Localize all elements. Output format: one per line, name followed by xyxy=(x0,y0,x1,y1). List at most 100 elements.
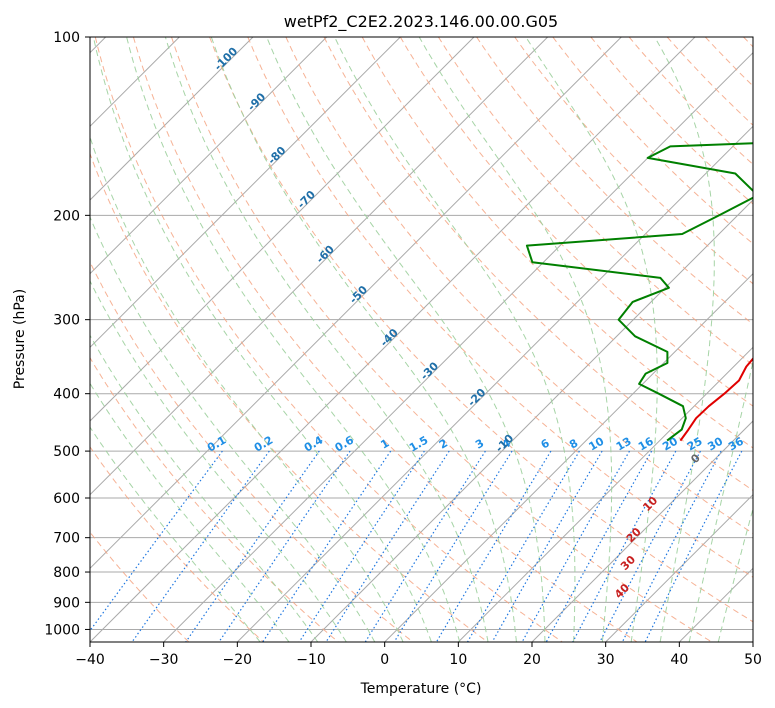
isotherm-line xyxy=(605,493,753,642)
moist-adiabat-line xyxy=(210,37,517,642)
dry-adiabat-line xyxy=(94,37,563,642)
mixing-ratio-line xyxy=(599,450,702,642)
isotherm-line xyxy=(90,37,328,275)
x-tick-label: 10 xyxy=(449,652,467,668)
moist-adiabat-line xyxy=(717,506,753,642)
moist-adiabat-line xyxy=(126,37,461,642)
dry-adiabat-line xyxy=(90,260,414,642)
mixing-ratio-line xyxy=(262,450,392,642)
isotherm-line xyxy=(90,37,549,496)
moist-adiabat-line xyxy=(654,37,715,642)
mixing-ratio-line xyxy=(621,450,722,642)
y-tick-label: 300 xyxy=(53,313,80,329)
dry-adiabat-line xyxy=(209,37,753,623)
dry-adiabat-line xyxy=(90,446,264,642)
y-tick-label: 100 xyxy=(53,30,80,46)
dry-adiabat-label: -80 xyxy=(265,144,288,167)
mixing-ratio-line xyxy=(393,450,513,642)
chart-title: wetPf2_C2E2.2023.146.00.00.G05 xyxy=(284,12,558,32)
dewpoint-profile xyxy=(525,142,753,442)
moist-adiabat-line xyxy=(90,426,261,642)
dry-adiabat-line xyxy=(90,531,190,642)
axis-ticks: −40 −30 −20 −10 0 10 20 30 40 5010020030040050060… xyxy=(44,30,762,668)
x-tick-label: −40 xyxy=(75,652,105,668)
moist-adiabat-label: 40 xyxy=(612,581,632,601)
dry-adiabat-line xyxy=(476,37,753,325)
moist-adiabat-line xyxy=(90,382,290,642)
x-tick-label: −10 xyxy=(296,652,326,668)
dry-adiabat-line xyxy=(90,356,339,642)
dry-adiabat-line xyxy=(514,37,753,285)
mixing-ratio-line xyxy=(644,450,743,642)
moist-adiabat-label: 20 xyxy=(624,525,644,545)
isotherm-line xyxy=(384,272,753,642)
dry-adiabat-label: -60 xyxy=(314,242,337,265)
dry-adiabat-label: -90 xyxy=(245,90,268,113)
moist-adiabat-line xyxy=(266,37,546,642)
moist-adiabat-line xyxy=(90,334,319,642)
temperature-profile xyxy=(679,357,753,442)
mixing-ratio-label: 8 xyxy=(567,437,580,452)
moist-adiabat-label: 30 xyxy=(618,553,638,573)
y-tick-label: 900 xyxy=(53,595,80,611)
mixing-ratio-label: 3 xyxy=(473,437,486,452)
x-axis-label: Temperature (°C) xyxy=(360,681,482,697)
y-tick-label: 700 xyxy=(53,531,80,547)
dry-adiabat-label: -20 xyxy=(465,386,488,409)
dry-adiabat-line xyxy=(171,37,712,642)
x-tick-label: 20 xyxy=(523,652,541,668)
dry-adiabat-line xyxy=(743,37,753,48)
y-tick-label: 1000 xyxy=(44,622,80,638)
x-tick-label: 50 xyxy=(744,652,762,668)
x-tick-label: −30 xyxy=(149,652,179,668)
mixing-ratio-line xyxy=(435,450,552,642)
profile-lines xyxy=(525,142,753,442)
y-tick-label: 200 xyxy=(53,208,80,224)
plot-frame xyxy=(89,36,754,643)
mixing-ratio-line xyxy=(325,450,450,642)
isotherm-line xyxy=(90,37,401,349)
dry-adiabat-line xyxy=(666,37,753,126)
isotherm-line xyxy=(90,37,254,201)
x-tick-label: 0 xyxy=(380,652,389,668)
mixing-ratio-line xyxy=(131,450,270,642)
isotherm-line xyxy=(531,420,753,642)
isotherm-line xyxy=(752,641,753,642)
y-tick-label: 500 xyxy=(53,444,80,460)
mixing-ratio-line xyxy=(572,450,677,642)
dry-adiabat-line xyxy=(285,37,753,535)
x-tick-label: 30 xyxy=(597,652,615,668)
x-tick-label: −20 xyxy=(223,652,253,668)
mixing-ratio-line xyxy=(298,450,425,642)
dry-adiabat-line xyxy=(437,37,753,366)
moist-adiabat-line xyxy=(334,37,576,642)
dry-adiabat-line xyxy=(132,37,638,642)
isotherm-line xyxy=(90,37,622,570)
isotherm-line xyxy=(90,37,696,642)
mixing-ratio-label: 6 xyxy=(539,436,552,451)
dry-adiabat-line xyxy=(704,37,753,87)
y-tick-label: 800 xyxy=(53,565,80,581)
dry-adiabat-line xyxy=(323,37,753,491)
moist-adiabat-line xyxy=(688,358,753,642)
dry-adiabat-line xyxy=(590,37,753,205)
moist-adiabat-line xyxy=(90,135,404,642)
mixing-ratio-line xyxy=(545,450,653,642)
dry-adiabat-line xyxy=(90,152,488,642)
isotherm-line xyxy=(457,346,753,642)
isotherm-line xyxy=(163,51,753,642)
moist-adiabat-line xyxy=(90,215,376,642)
mixing-ratio-line xyxy=(185,450,320,642)
isotherm-line xyxy=(90,37,475,422)
dry-adiabat-line xyxy=(247,37,753,578)
mixing-ratio-label: 1 xyxy=(378,437,391,452)
reference-lines xyxy=(90,37,753,642)
x-tick-label: 40 xyxy=(670,652,688,668)
moist-adiabat-line xyxy=(164,37,489,642)
moist-adiabat-line xyxy=(525,37,658,642)
mixing-ratio-line xyxy=(90,450,223,632)
moist-adiabat-line xyxy=(92,37,432,642)
isotherm-line xyxy=(678,567,753,642)
